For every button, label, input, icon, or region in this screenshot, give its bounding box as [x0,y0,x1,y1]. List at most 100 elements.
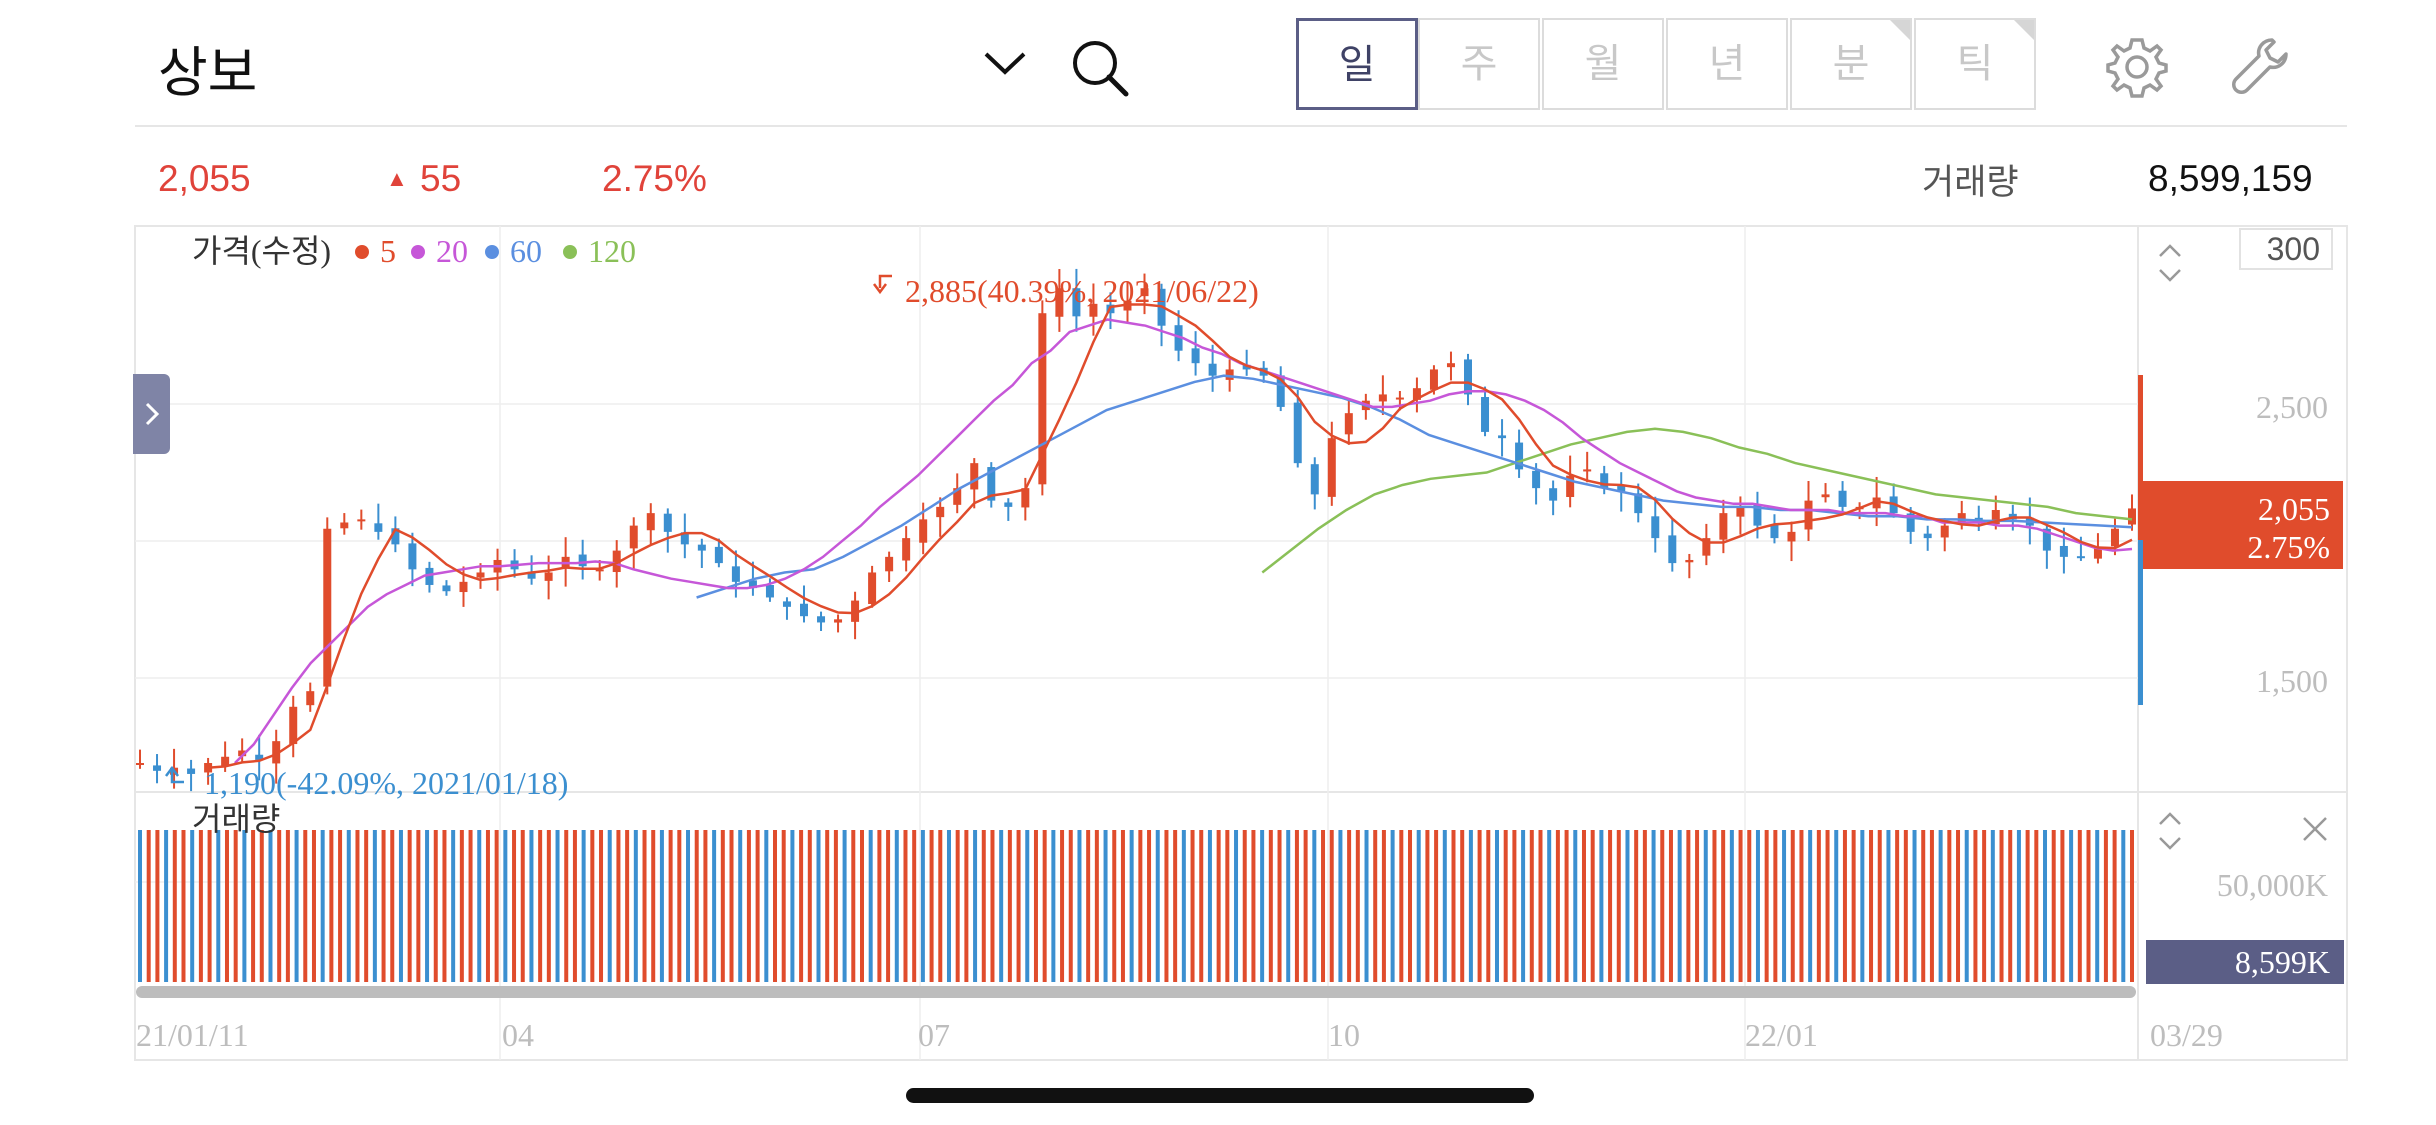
volume-bar [2060,830,2065,982]
volume-bar [1860,830,1865,982]
volume-bar [2112,830,2117,982]
volume-bar [338,830,343,982]
stock-chart[interactable]: 가격(수정) 5 20 60 120 2,885(40.39%, 2021/06… [0,0,2436,1070]
volume-bar [1808,830,1813,982]
scale-button-box[interactable] [2239,228,2333,270]
volume-bar [138,830,142,982]
volume-bar [268,830,273,982]
candle [851,600,860,622]
volume-bar [590,830,595,982]
volume-bar [955,830,960,982]
volume-bar [1912,830,1917,982]
tab-tick[interactable]: 틱 [1914,18,2036,110]
volume-bar [433,830,438,982]
x-tick-10: 10 [1328,1017,1360,1053]
volume-bar [1251,830,1256,982]
candle [1991,510,2000,525]
volume-bar [1755,830,1760,982]
volume-bar [1016,830,1021,982]
tab-day[interactable]: 일 [1296,18,1418,110]
chevron-down-icon[interactable] [980,48,1030,78]
volume-bar [2051,830,2056,982]
candle [1429,369,1438,390]
volume-bar [1234,830,1239,982]
volume-bar [1373,830,1378,982]
candle [1293,402,1302,464]
scale-toggle-icon[interactable] [2159,244,2181,282]
volume-bar [1173,830,1178,982]
side-panel-toggle[interactable] [133,374,170,454]
volume-bar [1399,830,1404,982]
candle [1566,475,1575,498]
candle [1481,397,1490,432]
candle [374,523,383,532]
volume-bar [686,830,691,982]
search-icon[interactable] [1068,36,1132,100]
candle [255,754,264,760]
tab-year[interactable]: 년 [1666,18,1788,110]
tab-month[interactable]: 월 [1542,18,1664,110]
volume-bar [1425,830,1430,982]
volume-bar [1129,830,1134,982]
candle [1872,497,1881,509]
high-marker-icon [878,274,892,288]
candle [919,519,928,543]
candle [1395,397,1404,400]
volume-bar [2016,830,2021,982]
candle [731,566,740,582]
volume-bar [564,830,569,982]
volume-bar [1181,830,1186,982]
volume-bar [1277,830,1282,982]
volume-bar [1581,830,1586,982]
scale-button[interactable]: 300 [2267,231,2320,267]
volume-bar [1895,830,1900,982]
volume-bar [1303,830,1308,982]
volume-bar [259,830,264,982]
volume-bar [668,830,673,982]
candle [987,467,996,501]
candle [442,585,451,592]
volume-bar [1477,830,1482,982]
chart-scrollbar[interactable] [136,986,2136,998]
volume-bar [781,830,786,982]
y-tick-2500: 2,500 [2256,389,2328,425]
candle [221,756,230,766]
close-icon[interactable] [2303,817,2327,841]
x-tick-start: 21/01/11 [136,1017,249,1053]
volume-bar [929,830,934,982]
volume-bar [1147,830,1152,982]
volume-scale-toggle-icon[interactable] [2159,812,2181,850]
volume-bar [364,830,369,982]
volume-bar [599,830,604,982]
volume-bar [816,830,821,982]
tab-minute[interactable]: 분 [1790,18,1912,110]
volume-bar [1695,830,1700,982]
volume-bar [807,830,812,982]
volume-bar [973,830,978,982]
volume-bar [190,830,195,982]
volume-bar [320,830,325,982]
gear-icon[interactable] [2104,34,2170,100]
volume-bar [833,830,838,982]
volume-bar [912,830,917,982]
volume-bar [1268,830,1273,982]
volume-bar [1347,830,1352,982]
volume-label: 거래량 [1922,163,2019,202]
volume-bar [920,830,925,982]
volume-bar [1329,830,1334,982]
volume-bar [1886,830,1891,982]
candle [2076,556,2085,559]
price-badge [2143,481,2343,569]
volume-bar [1094,830,1099,982]
volume-bar [294,830,299,982]
volume-bar [1225,830,1230,982]
tab-week[interactable]: 주 [1418,18,1540,110]
candle [595,569,604,572]
wrench-icon[interactable] [2228,34,2294,100]
volume-bar [877,830,882,982]
candle [817,616,826,623]
candle [187,768,196,774]
volume-bar [155,830,160,982]
volume-bar [1321,830,1326,982]
candle [1225,369,1234,380]
